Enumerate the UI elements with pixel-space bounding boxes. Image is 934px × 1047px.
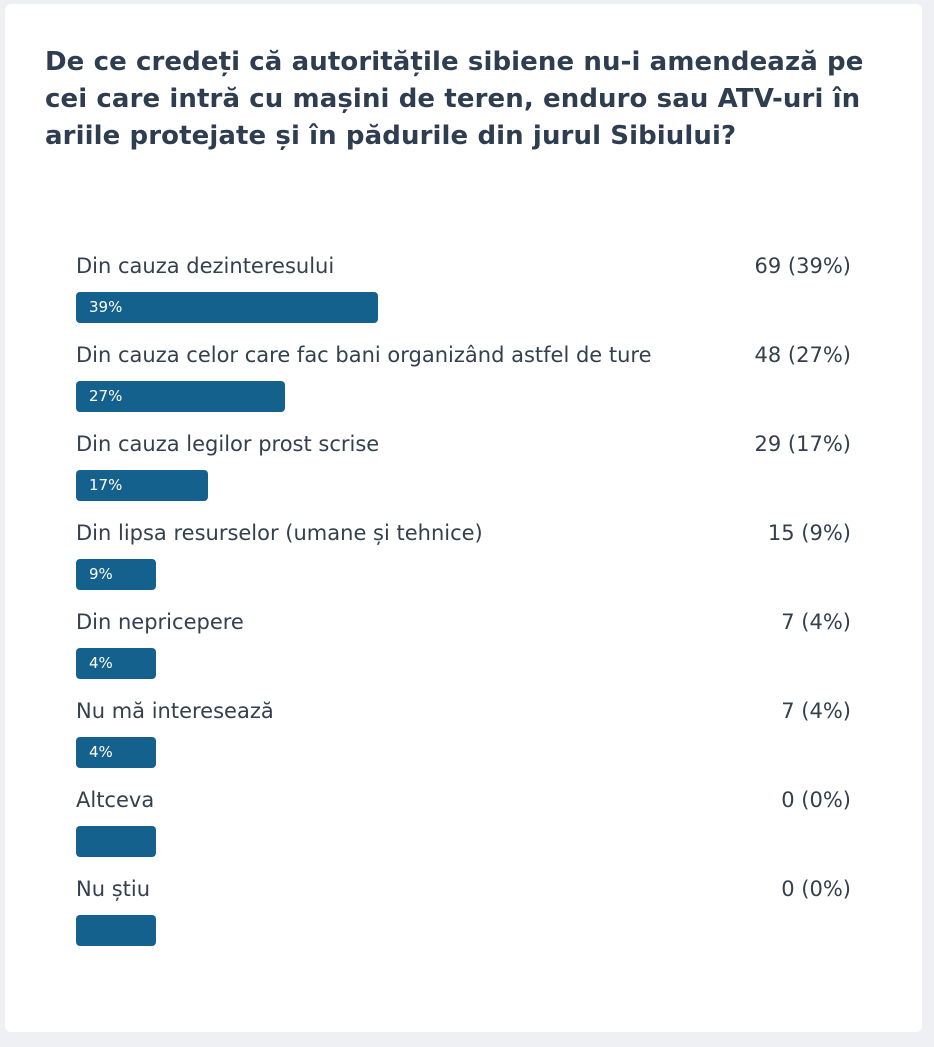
poll-option-label: Din cauza celor care fac bani organizând… [76,343,652,367]
poll-option: Nu mă interesează 7 (4%) 4% [76,697,851,786]
poll-option-bar [76,915,156,946]
poll-option-bar: 4% [76,737,156,768]
poll-option: Din nepricepere 7 (4%) 4% [76,608,851,697]
poll-question: De ce credeți că autoritățile sibiene nu… [45,47,864,151]
poll-option-bar: 4% [76,648,156,679]
poll-option-count: 15 (9%) [767,521,851,545]
poll-option-bar: 17% [76,470,208,501]
poll-option: Din cauza legilor prost scrise 29 (17%) 17… [76,430,851,519]
poll-option-label: Din nepricepere [76,610,244,634]
poll-option-bar [76,826,156,857]
poll-option-label: Din cauza legilor prost scrise [76,432,380,456]
poll-option: Nu știu 0 (0%) [76,875,851,964]
poll-option-bar: 39% [76,292,378,323]
poll-option-bar: 27% [76,381,285,412]
poll-option-count: 0 (0%) [781,877,851,901]
poll-option-count: 0 (0%) [781,788,851,812]
poll-option: Din cauza celor care fac bani organizând… [76,341,851,430]
poll-option-bar: 9% [76,559,156,590]
poll-option-count: 69 (39%) [754,254,851,278]
poll-option: Din cauza dezinteresului 69 (39%) 39% [76,252,851,341]
poll-option-count: 7 (4%) [781,610,851,634]
poll-option-label: Altceva [76,788,155,812]
poll-option-label: Din cauza dezinteresului [76,254,335,278]
poll-option: Din lipsa resurselor (umane și tehnice) 1… [76,519,851,608]
poll-option-count: 48 (27%) [754,343,851,367]
poll-option-count: 29 (17%) [754,432,851,456]
poll-option-label: Din lipsa resurselor (umane și tehnice) [76,521,483,545]
poll-option-label: Nu știu [76,877,151,901]
poll-option-label: Nu mă interesează [76,699,274,723]
poll-option-count: 7 (4%) [781,699,851,723]
poll-results: Din cauza dezinteresului 69 (39%) 39% Din c… [76,252,851,964]
poll-option: Altceva 0 (0%) [76,786,851,875]
poll-card: De ce credeți că autoritățile sibiene nu… [5,4,922,1032]
